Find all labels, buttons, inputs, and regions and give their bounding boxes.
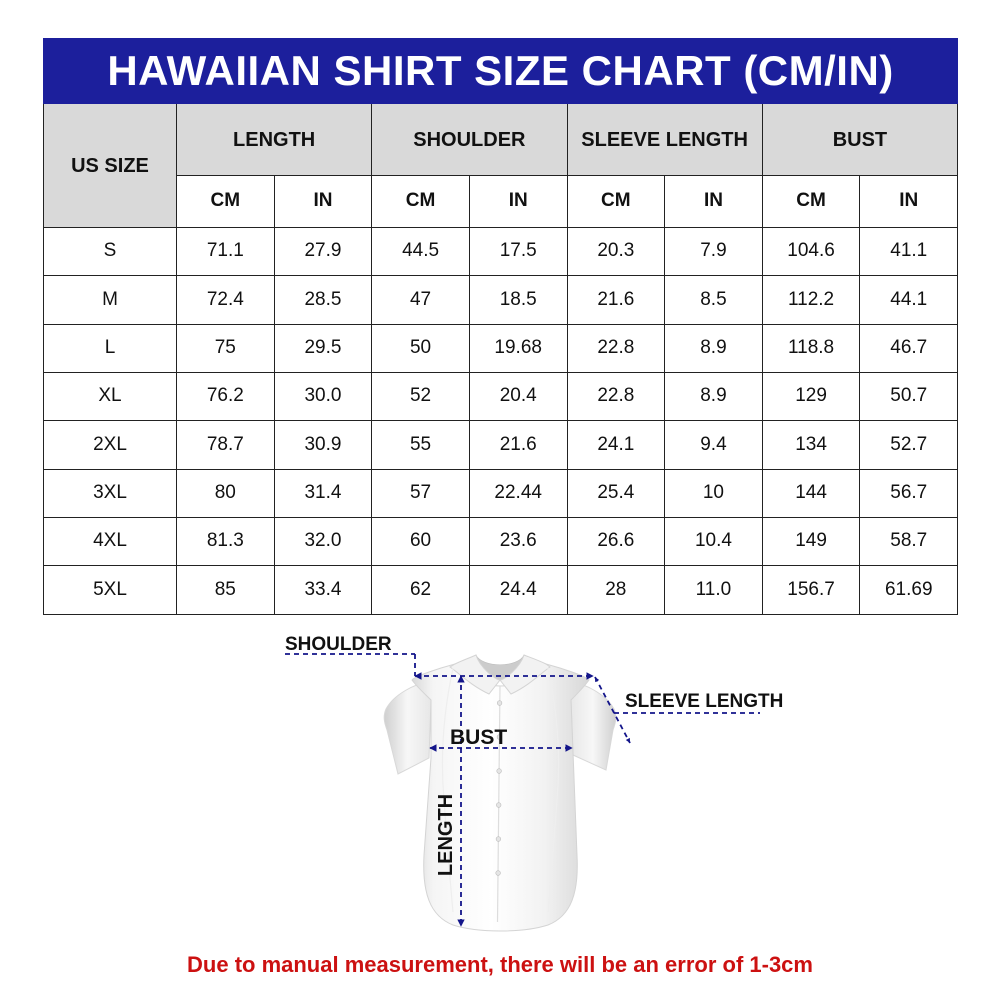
svg-text:SHOULDER: SHOULDER bbox=[285, 634, 392, 655]
svg-text:LENGTH: LENGTH bbox=[435, 794, 457, 876]
svg-text:Due to manual measurement, the: Due to manual measurement, there will be… bbox=[187, 952, 813, 977]
svg-text:SLEEVE LENGTH: SLEEVE LENGTH bbox=[625, 691, 783, 712]
svg-text:BUST: BUST bbox=[450, 726, 507, 749]
